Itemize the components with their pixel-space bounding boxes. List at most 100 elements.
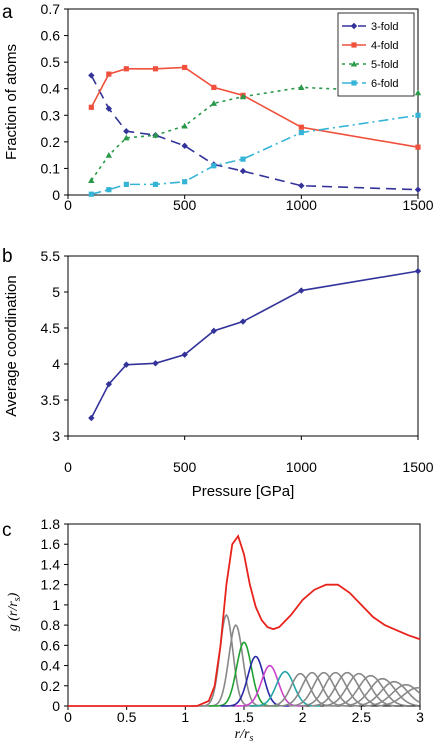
legend-label: 3-fold [371, 21, 399, 33]
data-point-a-0 [239, 167, 247, 175]
data-point-b-0 [239, 318, 247, 325]
data-point-a-2 [88, 177, 95, 183]
chart-a: 0 0.1 0.2 0.3 0.4 0.5 0.6 0.7 0 500 1000 1500 Frac… [3, 1, 434, 213]
x-tick-label-a: 1500 [402, 197, 433, 213]
data-point-a-3 [123, 181, 129, 187]
y-tick-label-c: 1 [52, 597, 60, 613]
data-point-b-0 [414, 267, 422, 275]
legend-marker [351, 42, 357, 48]
series-line-a-3 [91, 114, 419, 195]
y-axis-label-c: g (r/rs) [6, 592, 23, 631]
data-point-a-3 [106, 187, 112, 193]
y-tick-label-a: 0.7 [41, 1, 61, 17]
panel-label-b: b [2, 246, 13, 267]
data-point-b-0 [88, 414, 95, 422]
y-tick-label-c: 0.8 [41, 617, 61, 633]
data-point-a-2 [298, 84, 305, 90]
data-point-a-1 [88, 104, 94, 110]
y-tick-label-b: 3 [52, 428, 60, 444]
neighbor-peak-6 [265, 672, 336, 707]
data-point-a-1 [106, 71, 112, 77]
y-tick-label-b: 3.5 [41, 392, 61, 408]
legend-box-a [337, 12, 415, 97]
y-tick-label-c: 1.6 [41, 536, 61, 552]
y-tick-label-b: 4.5 [41, 320, 61, 336]
plot-frame-c [67, 523, 421, 707]
data-point-a-2 [210, 100, 218, 106]
x-tick-label-b: 1500 [402, 459, 433, 475]
data-point-a-3 [240, 156, 246, 162]
y-tick-label-a: 0.2 [41, 134, 61, 150]
neighbor-peak-15 [370, 683, 421, 707]
x-tick-label-c: 0 [64, 709, 72, 725]
data-point-a-3 [298, 129, 304, 136]
chart-b: 3 3.5 4 4.5 5 5.5 0 500 1000 1500 Average coordi… [3, 248, 434, 500]
total-rdf-line [68, 534, 421, 707]
legend-marker [350, 22, 358, 30]
neighbor-peak-13 [347, 677, 418, 707]
y-tick-label-c: 1.8 [41, 516, 61, 532]
data-point-a-3 [152, 181, 159, 187]
data-point-a-0 [123, 128, 130, 135]
x-tick-label-c: 1 [181, 709, 189, 725]
data-point-a-1 [182, 64, 188, 71]
chart-c: 00.20.40.60.811.21.41.61.8 0 0.5 1 1.5 2 2.5 3… [6, 516, 424, 742]
legend-label: 6-fold [371, 78, 399, 90]
x-tick-label-b: 1000 [286, 459, 317, 475]
neighbor-peak-9 [300, 671, 371, 707]
data-point-a-0 [414, 186, 422, 193]
legend-marker [350, 60, 358, 67]
x-tick-label-a: 1000 [286, 197, 317, 213]
neighbor-peak-8 [288, 671, 360, 707]
data-point-a-3 [182, 179, 188, 185]
panel-label-c: c [2, 520, 12, 541]
y-axis-label-b: Average coordination [3, 275, 20, 417]
y-tick-label-b: 5.5 [41, 248, 61, 264]
neighbor-peak-16 [382, 686, 421, 707]
y-tick-label-a: 0.5 [41, 54, 61, 70]
data-point-a-2 [414, 89, 422, 96]
y-tick-label-a: 0.4 [41, 81, 61, 97]
x-axis-label-b: Pressure [GPa] [192, 483, 295, 500]
data-point-a-1 [152, 66, 159, 72]
y-tick-label-b: 4 [52, 356, 60, 372]
data-point-b-0 [152, 360, 159, 367]
data-point-a-1 [211, 84, 217, 90]
data-point-a-0 [88, 72, 95, 79]
legend-a: 3-fold 4-fold 5-fold 6-fold [337, 12, 415, 97]
y-tick-label-c: 1.2 [41, 577, 61, 593]
data-point-a-3 [415, 112, 421, 118]
y-tick-label-c: 1.4 [41, 556, 61, 572]
data-point-a-2 [239, 93, 247, 100]
series-line-b-0 [90, 270, 419, 419]
y-tick-label-a: 0 [52, 187, 60, 203]
x-tick-label-c: 2 [299, 709, 307, 725]
data-point-a-3 [88, 191, 94, 197]
y-tick-label-a: 0.3 [41, 107, 61, 123]
data-point-a-1 [123, 66, 129, 72]
data-point-a-1 [415, 144, 421, 150]
x-tick-label-a: 0 [64, 197, 72, 213]
data-point-a-2 [152, 132, 159, 138]
x-tick-label-c: 2.5 [352, 709, 372, 725]
y-tick-label-c: 0 [52, 698, 60, 714]
neighbor-peak-14 [358, 680, 421, 707]
plot-frame-b [67, 255, 419, 437]
plot-frame-a [67, 8, 419, 196]
x-tick-label-b: 500 [173, 459, 197, 475]
x-tick-label-b: 0 [64, 459, 72, 475]
y-tick-label-b: 5 [52, 284, 60, 300]
panel-label-a: a [2, 2, 13, 23]
data-point-b-0 [123, 361, 130, 368]
x-tick-label-c: 3 [416, 709, 424, 725]
data-point-b-0 [181, 351, 188, 358]
data-point-a-0 [181, 142, 188, 150]
data-point-a-2 [105, 151, 113, 158]
x-axis-label-c: r/rs [235, 727, 254, 742]
y-tick-label-c: 0.6 [41, 637, 61, 653]
y-tick-label-a: 0.1 [41, 160, 61, 176]
neighbor-peak-10 [311, 671, 383, 707]
data-point-a-2 [181, 122, 188, 129]
data-point-b-0 [105, 380, 113, 388]
